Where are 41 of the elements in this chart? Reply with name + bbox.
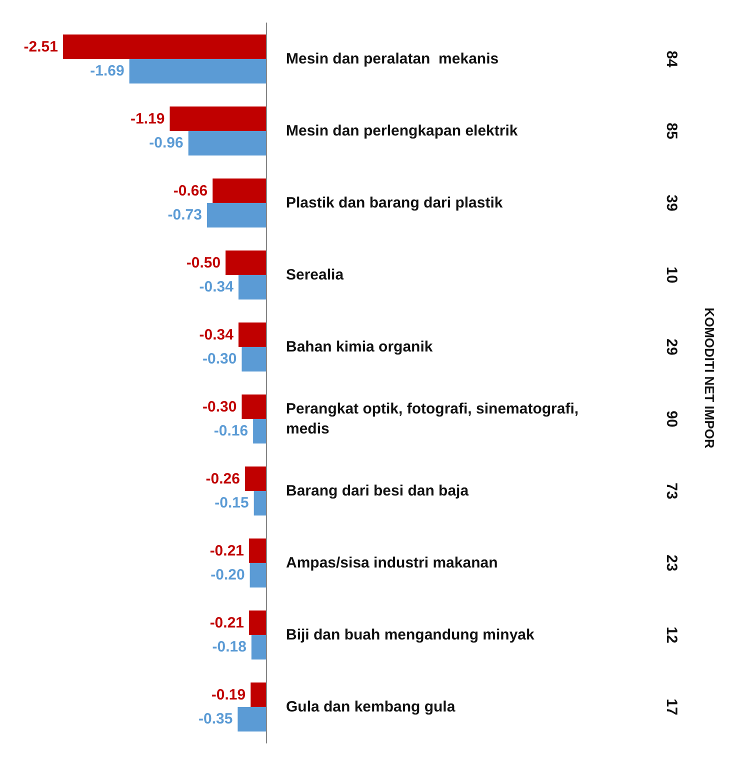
y2-tick-label: 17 — [663, 698, 680, 716]
data-label: -0.26 — [206, 470, 240, 488]
data-label: -0.50 — [186, 254, 221, 272]
y-tick-label: Plastik dan barang dari plastik — [286, 194, 504, 212]
y2-tick-label: 85 — [663, 122, 680, 140]
data-label: -0.73 — [168, 206, 202, 224]
data-label: -0.96 — [149, 134, 184, 152]
data-label: -0.15 — [214, 494, 249, 512]
y-tick-label: Mesin dan perlengkapan elektrik — [286, 122, 518, 140]
data-label: -2.51 — [24, 38, 58, 56]
data-label: -0.21 — [210, 542, 244, 560]
y-tick-label: Bahan kimia organik — [286, 338, 434, 356]
y2-tick-label: 90 — [663, 410, 680, 428]
data-label: -1.69 — [90, 62, 124, 80]
y-tick-label: Serealia — [286, 266, 344, 284]
data-label: -1.19 — [130, 110, 165, 128]
y2-tick-label: 12 — [663, 626, 680, 644]
data-label: -0.30 — [202, 398, 237, 416]
data-label: -0.30 — [202, 350, 237, 368]
data-label: -0.18 — [212, 638, 246, 656]
y2-tick-label: 10 — [663, 266, 680, 284]
data-label: -0.34 — [199, 326, 234, 344]
y2-tick-label: 29 — [663, 338, 680, 356]
text: KOMODITI NET IMPOR — [702, 308, 717, 450]
y2-tick-label: 84 — [663, 50, 680, 68]
y-tick-label: Gula dan kembang gula — [286, 698, 456, 716]
y-tick-label: Perangkat optik, fotografi, sinematografi, medis — [286, 400, 583, 438]
data-label: -0.35 — [198, 710, 233, 728]
y-tick-label: Mesin dan peralatan mekanis — [286, 50, 499, 68]
data-label: -0.19 — [211, 686, 246, 704]
y-tick-label: Ampas/sisa industri makanan — [286, 554, 498, 572]
data-label: -0.34 — [199, 278, 234, 296]
y-tick-label: Biji dan buah mengandung minyak — [286, 626, 536, 644]
data-label: -0.16 — [214, 422, 248, 440]
y2-tick-label: 73 — [663, 482, 680, 500]
y2-tick-label: 23 — [663, 554, 680, 572]
y2-tick-label: 39 — [663, 194, 680, 212]
data-label: -0.66 — [173, 182, 208, 200]
data-label: -0.21 — [210, 614, 244, 632]
y-tick-label: Barang dari besi dan baja — [286, 482, 470, 500]
data-label: -0.20 — [210, 566, 245, 584]
